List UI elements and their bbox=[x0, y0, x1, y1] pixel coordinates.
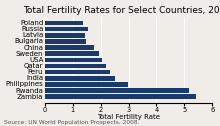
Bar bbox=[45, 21, 83, 25]
Bar bbox=[45, 82, 128, 87]
Text: Source: UN World Population Prospects, 2008.: Source: UN World Population Prospects, 2… bbox=[4, 120, 140, 125]
Bar bbox=[45, 45, 94, 50]
Bar bbox=[45, 57, 102, 62]
Bar bbox=[45, 76, 115, 81]
Title: Total Fertility Rates for Select Countries, 2010.: Total Fertility Rates for Select Countri… bbox=[23, 6, 220, 15]
Bar bbox=[45, 33, 85, 38]
Bar bbox=[45, 88, 189, 93]
Bar bbox=[45, 27, 88, 31]
Bar bbox=[45, 70, 110, 74]
X-axis label: Total Fertility Rate: Total Fertility Rate bbox=[97, 114, 160, 120]
Bar bbox=[45, 64, 106, 68]
Bar bbox=[45, 39, 86, 44]
Bar bbox=[45, 94, 196, 99]
Bar bbox=[45, 51, 99, 56]
